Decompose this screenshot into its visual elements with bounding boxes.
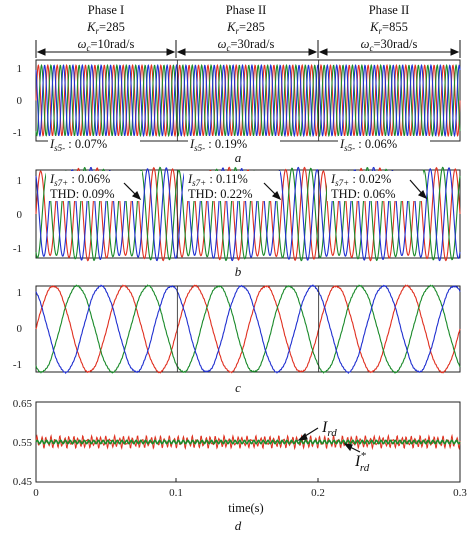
annotation-bg — [338, 136, 430, 150]
svg-text:ωc=30rad/s: ωc=30rad/s — [361, 37, 418, 53]
panel-d-ytick: 0.55 — [13, 437, 33, 449]
phase-1-label: Phase I Kr=285 ωc=10rad/s — [78, 3, 135, 53]
panel-b-ytick: 0 — [17, 209, 23, 221]
phase-1-name: Phase I — [88, 3, 124, 17]
panel-b: 1 0 -1 Is7+ : 0.06% THD: 0.09% Is7+ : 0.… — [13, 166, 461, 279]
svg-text:Kr=285: Kr=285 — [226, 20, 265, 36]
phase-3-kr: =855 — [382, 20, 408, 34]
panel-a-ytick: -1 — [13, 127, 22, 139]
panel-b-ytick: -1 — [13, 243, 22, 255]
annotation-is5-phase3: Is5- : 0.06% — [339, 137, 397, 153]
series-line — [35, 284, 461, 374]
annotation-is7-phase2: Is7+ : 0.11% — [187, 172, 248, 188]
annotation-bg — [188, 136, 280, 150]
phase-2-kr: =285 — [239, 20, 265, 34]
series-line — [35, 439, 461, 445]
ird-ref-label: I* rd — [354, 450, 370, 474]
arrowhead — [131, 190, 142, 201]
series-line — [35, 63, 461, 138]
phase-3-label: Phase II Kr=855 ωc=30rad/s — [361, 3, 418, 53]
ird-arrow — [297, 427, 319, 441]
panel-a-letter: a — [235, 150, 242, 165]
arrowhead — [308, 48, 318, 56]
annotation-is7-phase1: Is7+ : 0.06% — [49, 172, 110, 188]
panel-d-letter: d — [235, 518, 242, 533]
panel-d-ytick: 0.65 — [13, 398, 33, 410]
phase-span-arrows — [35, 40, 461, 58]
phase-3-wc: =30rad/s — [373, 37, 417, 51]
phase-3-name: Phase II — [369, 3, 410, 17]
svg-text:ωc=30rad/s: ωc=30rad/s — [218, 37, 275, 53]
series-line — [35, 63, 461, 138]
arrowhead — [343, 443, 353, 452]
panel-c-letter: c — [235, 380, 241, 395]
arrowhead — [450, 48, 460, 56]
panel-d-ytick: 0.45 — [13, 476, 33, 488]
annotation-bg — [327, 171, 423, 201]
svg-text:ωc=10rad/s: ωc=10rad/s — [78, 37, 135, 53]
series-line — [35, 166, 461, 262]
panel-d-plot — [35, 433, 461, 451]
svg-text:Kr=285: Kr=285 — [86, 20, 125, 36]
panel-d-xtick: 0 — [33, 487, 39, 499]
annotation-bg — [46, 171, 142, 201]
phase-1-wc: =10rad/s — [90, 37, 134, 51]
panel-c: 1 0 -1 c — [13, 284, 461, 395]
annotation-thd-phase1: THD: 0.09% — [50, 187, 115, 201]
phase-2-name: Phase II — [226, 3, 267, 17]
annotation-bg — [48, 136, 140, 150]
panel-b-annotations: Is7+ : 0.06% THD: 0.09% Is7+ : 0.11% THD… — [46, 171, 428, 201]
panel-c-ytick: -1 — [13, 359, 22, 371]
panel-a-ytick: 0 — [17, 95, 23, 107]
panel-d-xtick: 0.1 — [169, 487, 183, 499]
annotation-is7-phase3: Is7+ : 0.02% — [330, 172, 391, 188]
phase-2-label: Phase II Kr=285 ωc=30rad/s — [218, 3, 275, 53]
phase-2-wc: =30rad/s — [230, 37, 274, 51]
panel-d-xtick: 0.2 — [311, 487, 325, 499]
panel-b-ytick: 1 — [17, 175, 23, 187]
annotation-arrows — [123, 179, 428, 201]
arrowhead — [417, 189, 428, 200]
panel-d: 0.65 0.55 0.45 0 0.1 0.2 0.3 time(s) Ird… — [13, 398, 468, 533]
arrowhead — [176, 48, 186, 56]
arrowhead — [297, 432, 308, 441]
panel-c-ytick: 0 — [17, 323, 23, 335]
panel-d-xtick: 0.3 — [453, 487, 467, 499]
ird-label: Ird — [321, 419, 337, 439]
series-line — [35, 284, 461, 375]
panel-d-xticks: 0 0.1 0.2 0.3 — [33, 478, 467, 499]
arrowhead — [271, 190, 282, 201]
panel-b-letter: b — [235, 264, 242, 279]
series-line — [35, 284, 461, 374]
panel-a-ytick: 1 — [17, 63, 23, 75]
svg-text:Kr=855: Kr=855 — [369, 20, 408, 36]
panel-a-annotations: Is5- : 0.07% Is5- : 0.19% Is5- : 0.06% — [48, 136, 430, 153]
annotation-is5-phase1: Is5- : 0.07% — [49, 137, 107, 153]
panel-a-plot — [35, 60, 461, 141]
panel-c-plot — [35, 284, 461, 375]
annotation-bg — [184, 171, 280, 201]
panel-a: 1 0 -1 Is5- : 0.07% Is5- : 0.19% Is5- : … — [13, 59, 461, 165]
arrowhead — [166, 48, 176, 56]
panel-d-annotations: Ird I* rd — [297, 419, 370, 474]
arrowhead — [318, 48, 328, 56]
phase-header: Phase I Kr=285 ωc=10rad/s Phase II Kr=28… — [35, 3, 461, 58]
ird-ref-arrow — [343, 443, 361, 453]
arrowhead — [36, 48, 46, 56]
annotation-thd-phase3: THD: 0.06% — [331, 187, 396, 201]
annotation-thd-phase2: THD: 0.22% — [188, 187, 253, 201]
annotation-is5-phase2: Is5- : 0.19% — [189, 137, 247, 153]
panel-c-ytick: 1 — [17, 287, 23, 299]
series-line — [35, 63, 461, 138]
x-axis-title: time(s) — [228, 501, 263, 515]
phase-1-kr: =285 — [99, 20, 125, 34]
